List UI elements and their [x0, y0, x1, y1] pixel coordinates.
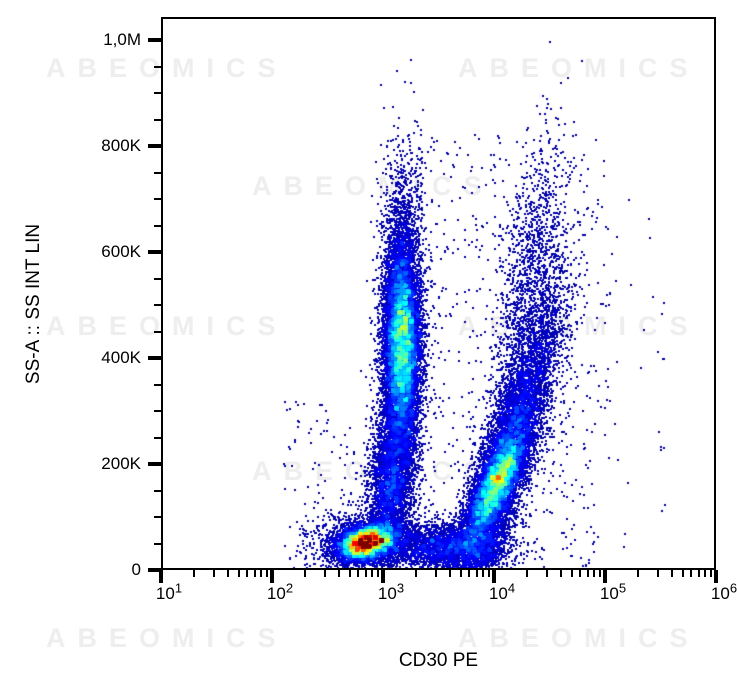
x-minor-tick: [246, 570, 249, 577]
x-minor-tick: [265, 570, 268, 577]
x-minor-tick: [681, 570, 684, 577]
x-minor-tick: [348, 570, 351, 577]
plot-area-border: [161, 17, 716, 570]
y-minor-tick: [154, 383, 161, 386]
x-minor-tick: [237, 570, 240, 577]
x-minor-tick: [482, 570, 485, 577]
x-minor-tick: [475, 570, 478, 577]
x-major-tick: [270, 570, 274, 583]
x-major-tick: [603, 570, 607, 583]
y-minor-tick: [154, 171, 161, 174]
x-minor-tick: [434, 570, 437, 577]
y-major-tick: [148, 144, 161, 148]
x-major-tick: [381, 570, 385, 583]
x-minor-tick: [690, 570, 693, 577]
x-minor-tick: [559, 570, 562, 577]
x-minor-tick: [598, 570, 601, 577]
y-tick-label: 0: [131, 560, 141, 579]
x-minor-tick: [459, 570, 462, 577]
y-tick-label: 200K: [101, 454, 141, 473]
y-tick-label: 1,0M: [103, 30, 141, 49]
y-minor-tick: [154, 118, 161, 121]
x-minor-tick: [376, 570, 379, 577]
x-minor-tick: [304, 570, 307, 577]
x-minor-tick: [545, 570, 548, 577]
y-minor-tick: [154, 198, 161, 200]
watermark-text: ABEOMICS: [458, 623, 700, 653]
x-minor-tick: [586, 570, 589, 577]
y-minor-tick: [154, 410, 161, 412]
y-minor-tick: [154, 516, 161, 518]
y-minor-tick: [154, 224, 161, 227]
x-minor-tick: [337, 570, 340, 577]
x-minor-tick: [697, 570, 700, 577]
y-tick-label: 800K: [101, 136, 141, 155]
y-minor-tick: [154, 304, 161, 306]
x-axis-title: CD30 PE: [398, 650, 479, 671]
y-minor-tick: [154, 65, 161, 68]
x-minor-tick: [526, 570, 529, 577]
x-minor-tick: [570, 570, 573, 577]
x-minor-tick: [371, 570, 374, 577]
y-major-tick: [148, 462, 161, 466]
y-major-tick: [148, 38, 161, 42]
y-minor-tick: [154, 277, 161, 280]
y-major-tick: [148, 250, 161, 254]
x-minor-tick: [260, 570, 263, 577]
x-minor-tick: [704, 570, 707, 577]
y-axis-title: SS-A :: SS INT LIN: [23, 223, 44, 384]
x-minor-tick: [593, 570, 596, 577]
x-minor-tick: [448, 570, 451, 577]
x-major-tick: [159, 570, 163, 583]
x-tick-label: 105: [599, 580, 627, 603]
y-minor-tick: [154, 330, 161, 333]
x-minor-tick: [656, 570, 659, 577]
x-minor-tick: [670, 570, 673, 577]
y-tick-label: 400K: [101, 348, 141, 367]
x-minor-tick: [637, 570, 640, 577]
x-minor-tick: [193, 570, 196, 577]
y-major-tick: [148, 568, 161, 572]
x-minor-tick: [323, 570, 326, 577]
y-minor-tick: [154, 542, 161, 545]
x-minor-tick: [468, 570, 471, 577]
x-tick-label: 102: [266, 580, 294, 603]
x-minor-tick: [415, 570, 418, 577]
x-tick-label: 103: [377, 580, 405, 603]
x-minor-tick: [487, 570, 490, 577]
x-major-tick: [492, 570, 496, 583]
x-major-tick: [714, 570, 718, 583]
x-minor-tick: [212, 570, 215, 577]
watermark-text: ABEOMICS: [46, 623, 288, 653]
x-minor-tick: [709, 570, 712, 577]
x-minor-tick: [357, 570, 360, 577]
y-major-tick: [148, 356, 161, 360]
scatter-density-canvas: [161, 17, 716, 570]
y-minor-tick: [154, 436, 161, 439]
y-minor-tick: [154, 489, 161, 492]
x-tick-label: 101: [155, 580, 183, 603]
y-tick-label: 600K: [101, 242, 141, 261]
y-minor-tick: [154, 92, 161, 94]
x-minor-tick: [364, 570, 367, 577]
x-minor-tick: [579, 570, 582, 577]
x-minor-tick: [226, 570, 229, 577]
x-tick-label: 106: [710, 580, 737, 603]
x-minor-tick: [253, 570, 256, 577]
x-tick-label: 104: [488, 580, 516, 603]
